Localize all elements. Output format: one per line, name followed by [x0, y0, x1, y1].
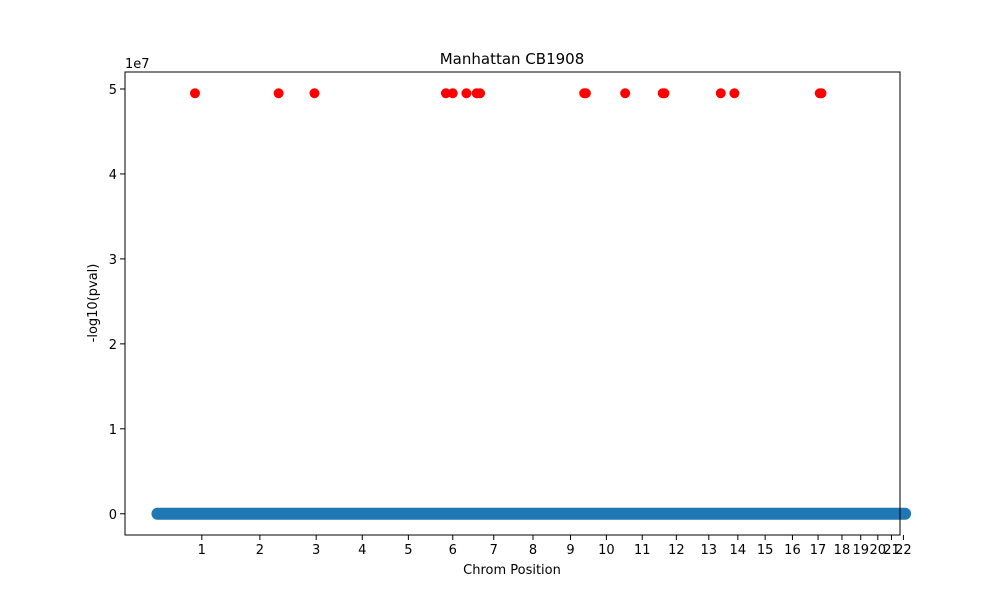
x-tick-label: 17 [810, 543, 827, 558]
x-tick-label: 5 [404, 543, 412, 558]
x-tick-label: 10 [598, 543, 615, 558]
data-point [659, 88, 670, 99]
y-tick-label: 5 [109, 83, 117, 98]
x-tick-label: 11 [634, 543, 651, 558]
x-tick-label: 3 [312, 543, 320, 558]
x-tick-label: 6 [449, 543, 457, 558]
x-tick-label: 2 [256, 543, 264, 558]
x-tick-label: 12 [668, 543, 685, 558]
data-point [189, 88, 200, 99]
y-axis: 0 1 2 3 4 5 [109, 83, 125, 523]
y-tick-label: 4 [109, 168, 117, 183]
x-tick-label: 20 [870, 543, 887, 558]
data-point [273, 88, 284, 99]
y-axis-label: -log10(pval) [86, 264, 101, 343]
y-tick-label: 0 [109, 508, 117, 523]
x-tick-label: 7 [490, 543, 498, 558]
x-tick-label: 1 [198, 543, 206, 558]
x-axis-label: Chrom Position [463, 563, 561, 578]
y-tick-label: 1 [109, 423, 117, 438]
x-tick-label: 4 [358, 543, 366, 558]
x-tick-label: 22 [895, 543, 912, 558]
data-point [475, 88, 486, 99]
x-tick-label: 9 [566, 543, 574, 558]
x-tick-label: 13 [701, 543, 718, 558]
data-point [447, 88, 458, 99]
y-tick-label: 2 [109, 338, 117, 353]
x-tick-label: 15 [757, 543, 774, 558]
x-tick-label: 14 [730, 543, 747, 558]
data-point [461, 88, 472, 99]
x-tick-label: 8 [529, 543, 537, 558]
data-point [580, 88, 591, 99]
data-point [309, 88, 320, 99]
x-tick-label: 19 [852, 543, 869, 558]
data-point [715, 88, 726, 99]
x-tick-label: 16 [784, 543, 801, 558]
data-point [729, 88, 740, 99]
data-point [816, 88, 827, 99]
x-tick-label: 21 [883, 543, 900, 558]
y-tick-label: 3 [109, 253, 117, 268]
x-tick-label: 18 [834, 543, 851, 558]
data-point [620, 88, 631, 99]
plot-frame [124, 71, 901, 536]
y-offset-label: 1e7 [125, 57, 150, 72]
plot-area [151, 88, 912, 520]
chart-title: Manhattan CB1908 [440, 50, 585, 68]
